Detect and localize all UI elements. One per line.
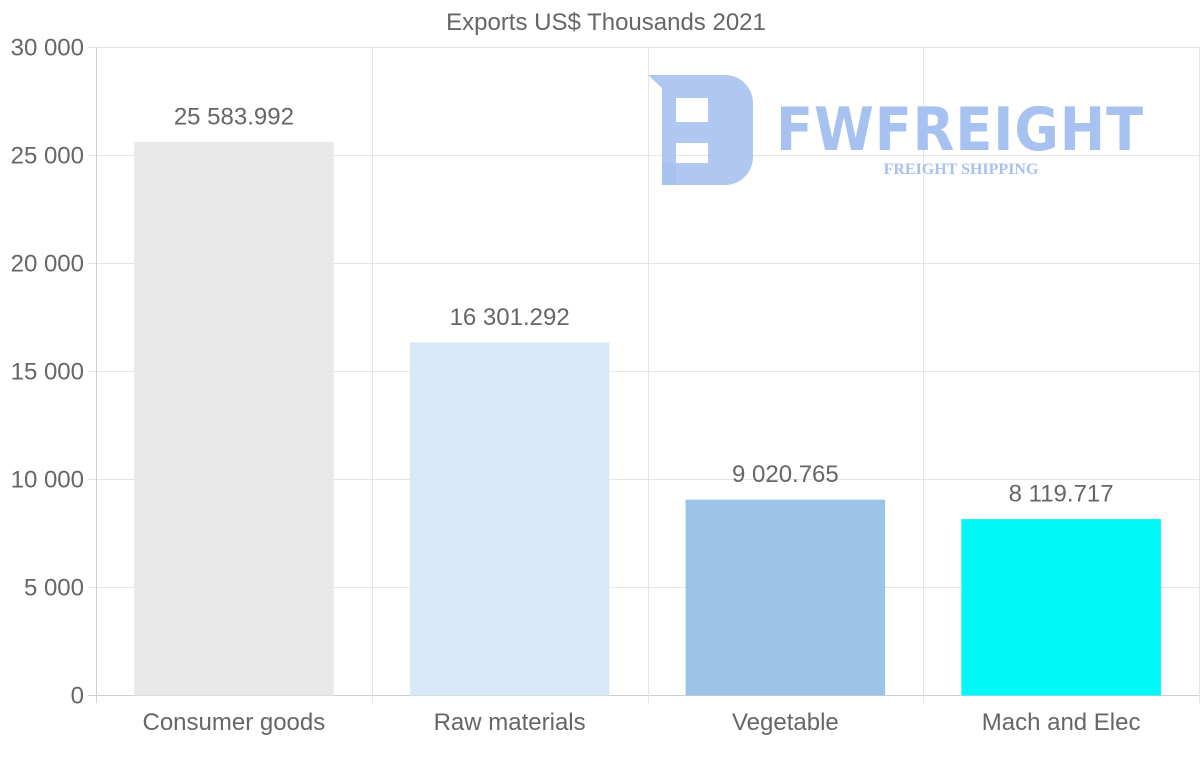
- x-tick-label: Consumer goods: [142, 709, 325, 736]
- y-tick-label: 20 000: [11, 251, 84, 278]
- y-tick-label: 10 000: [11, 467, 84, 494]
- bar: [134, 141, 334, 696]
- bar: [409, 342, 610, 696]
- bars: [134, 141, 1161, 696]
- y-tick-label: 0: [71, 683, 84, 710]
- x-tick-label: Vegetable: [732, 709, 839, 736]
- data-label: 16 301.292: [450, 304, 570, 331]
- y-tick-label: 25 000: [11, 143, 84, 170]
- y-tick-label: 15 000: [11, 359, 84, 386]
- watermark: FWFREIGHT FREIGHT SHIPPING: [648, 75, 1144, 185]
- bar: [961, 519, 1161, 696]
- fwfreight-logo-icon: [648, 75, 753, 185]
- watermark-tagline: FREIGHT SHIPPING: [884, 161, 1039, 178]
- data-label: 8 119.717: [1009, 481, 1114, 508]
- watermark-brand: FWFREIGHT: [776, 95, 1144, 165]
- x-tick-label: Raw materials: [434, 709, 586, 736]
- data-label: 25 583.992: [174, 103, 294, 130]
- x-tick-label: Mach and Elec: [982, 709, 1141, 736]
- chart-title: Exports US$ Thousands 2021: [446, 9, 766, 36]
- y-tick-label: 30 000: [11, 35, 84, 62]
- labels: 0 5 000 10 000 15 000 20 000 25 000 30 000 25 5…: [11, 35, 1141, 737]
- data-label: 9 020.765: [732, 461, 839, 488]
- bar: [685, 499, 886, 696]
- y-tick-label: 5 000: [24, 575, 84, 602]
